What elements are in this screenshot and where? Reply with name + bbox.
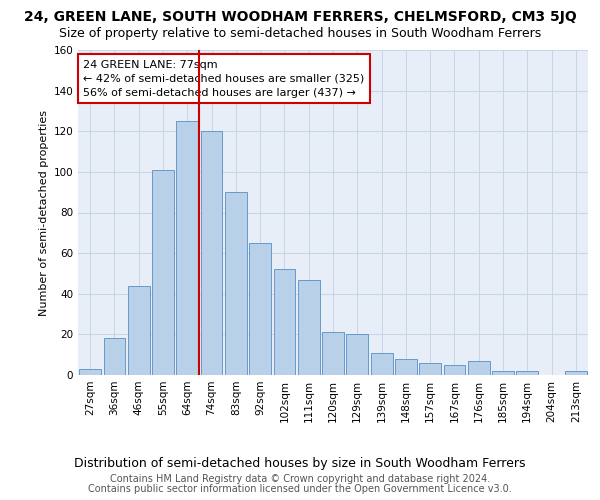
Bar — [517, 371, 538, 375]
Bar — [492, 371, 514, 375]
Text: Size of property relative to semi-detached houses in South Woodham Ferrers: Size of property relative to semi-detach… — [59, 28, 541, 40]
Bar — [152, 170, 174, 375]
Bar — [346, 334, 368, 375]
Bar — [298, 280, 320, 375]
Bar — [274, 270, 295, 375]
Text: Distribution of semi-detached houses by size in South Woodham Ferrers: Distribution of semi-detached houses by … — [74, 458, 526, 470]
Bar — [200, 131, 223, 375]
Bar — [104, 338, 125, 375]
Bar — [128, 286, 149, 375]
Text: Contains public sector information licensed under the Open Government Licence v3: Contains public sector information licen… — [88, 484, 512, 494]
Text: 24 GREEN LANE: 77sqm
← 42% of semi-detached houses are smaller (325)
56% of semi: 24 GREEN LANE: 77sqm ← 42% of semi-detac… — [83, 60, 364, 98]
Bar — [565, 371, 587, 375]
Bar — [322, 332, 344, 375]
Bar — [419, 363, 441, 375]
Bar — [225, 192, 247, 375]
Bar — [468, 361, 490, 375]
Y-axis label: Number of semi-detached properties: Number of semi-detached properties — [39, 110, 49, 316]
Bar — [249, 243, 271, 375]
Bar — [371, 352, 392, 375]
Bar — [176, 121, 198, 375]
Bar — [395, 359, 417, 375]
Text: 24, GREEN LANE, SOUTH WOODHAM FERRERS, CHELMSFORD, CM3 5JQ: 24, GREEN LANE, SOUTH WOODHAM FERRERS, C… — [23, 10, 577, 24]
Text: Contains HM Land Registry data © Crown copyright and database right 2024.: Contains HM Land Registry data © Crown c… — [110, 474, 490, 484]
Bar — [443, 365, 466, 375]
Bar — [79, 369, 101, 375]
